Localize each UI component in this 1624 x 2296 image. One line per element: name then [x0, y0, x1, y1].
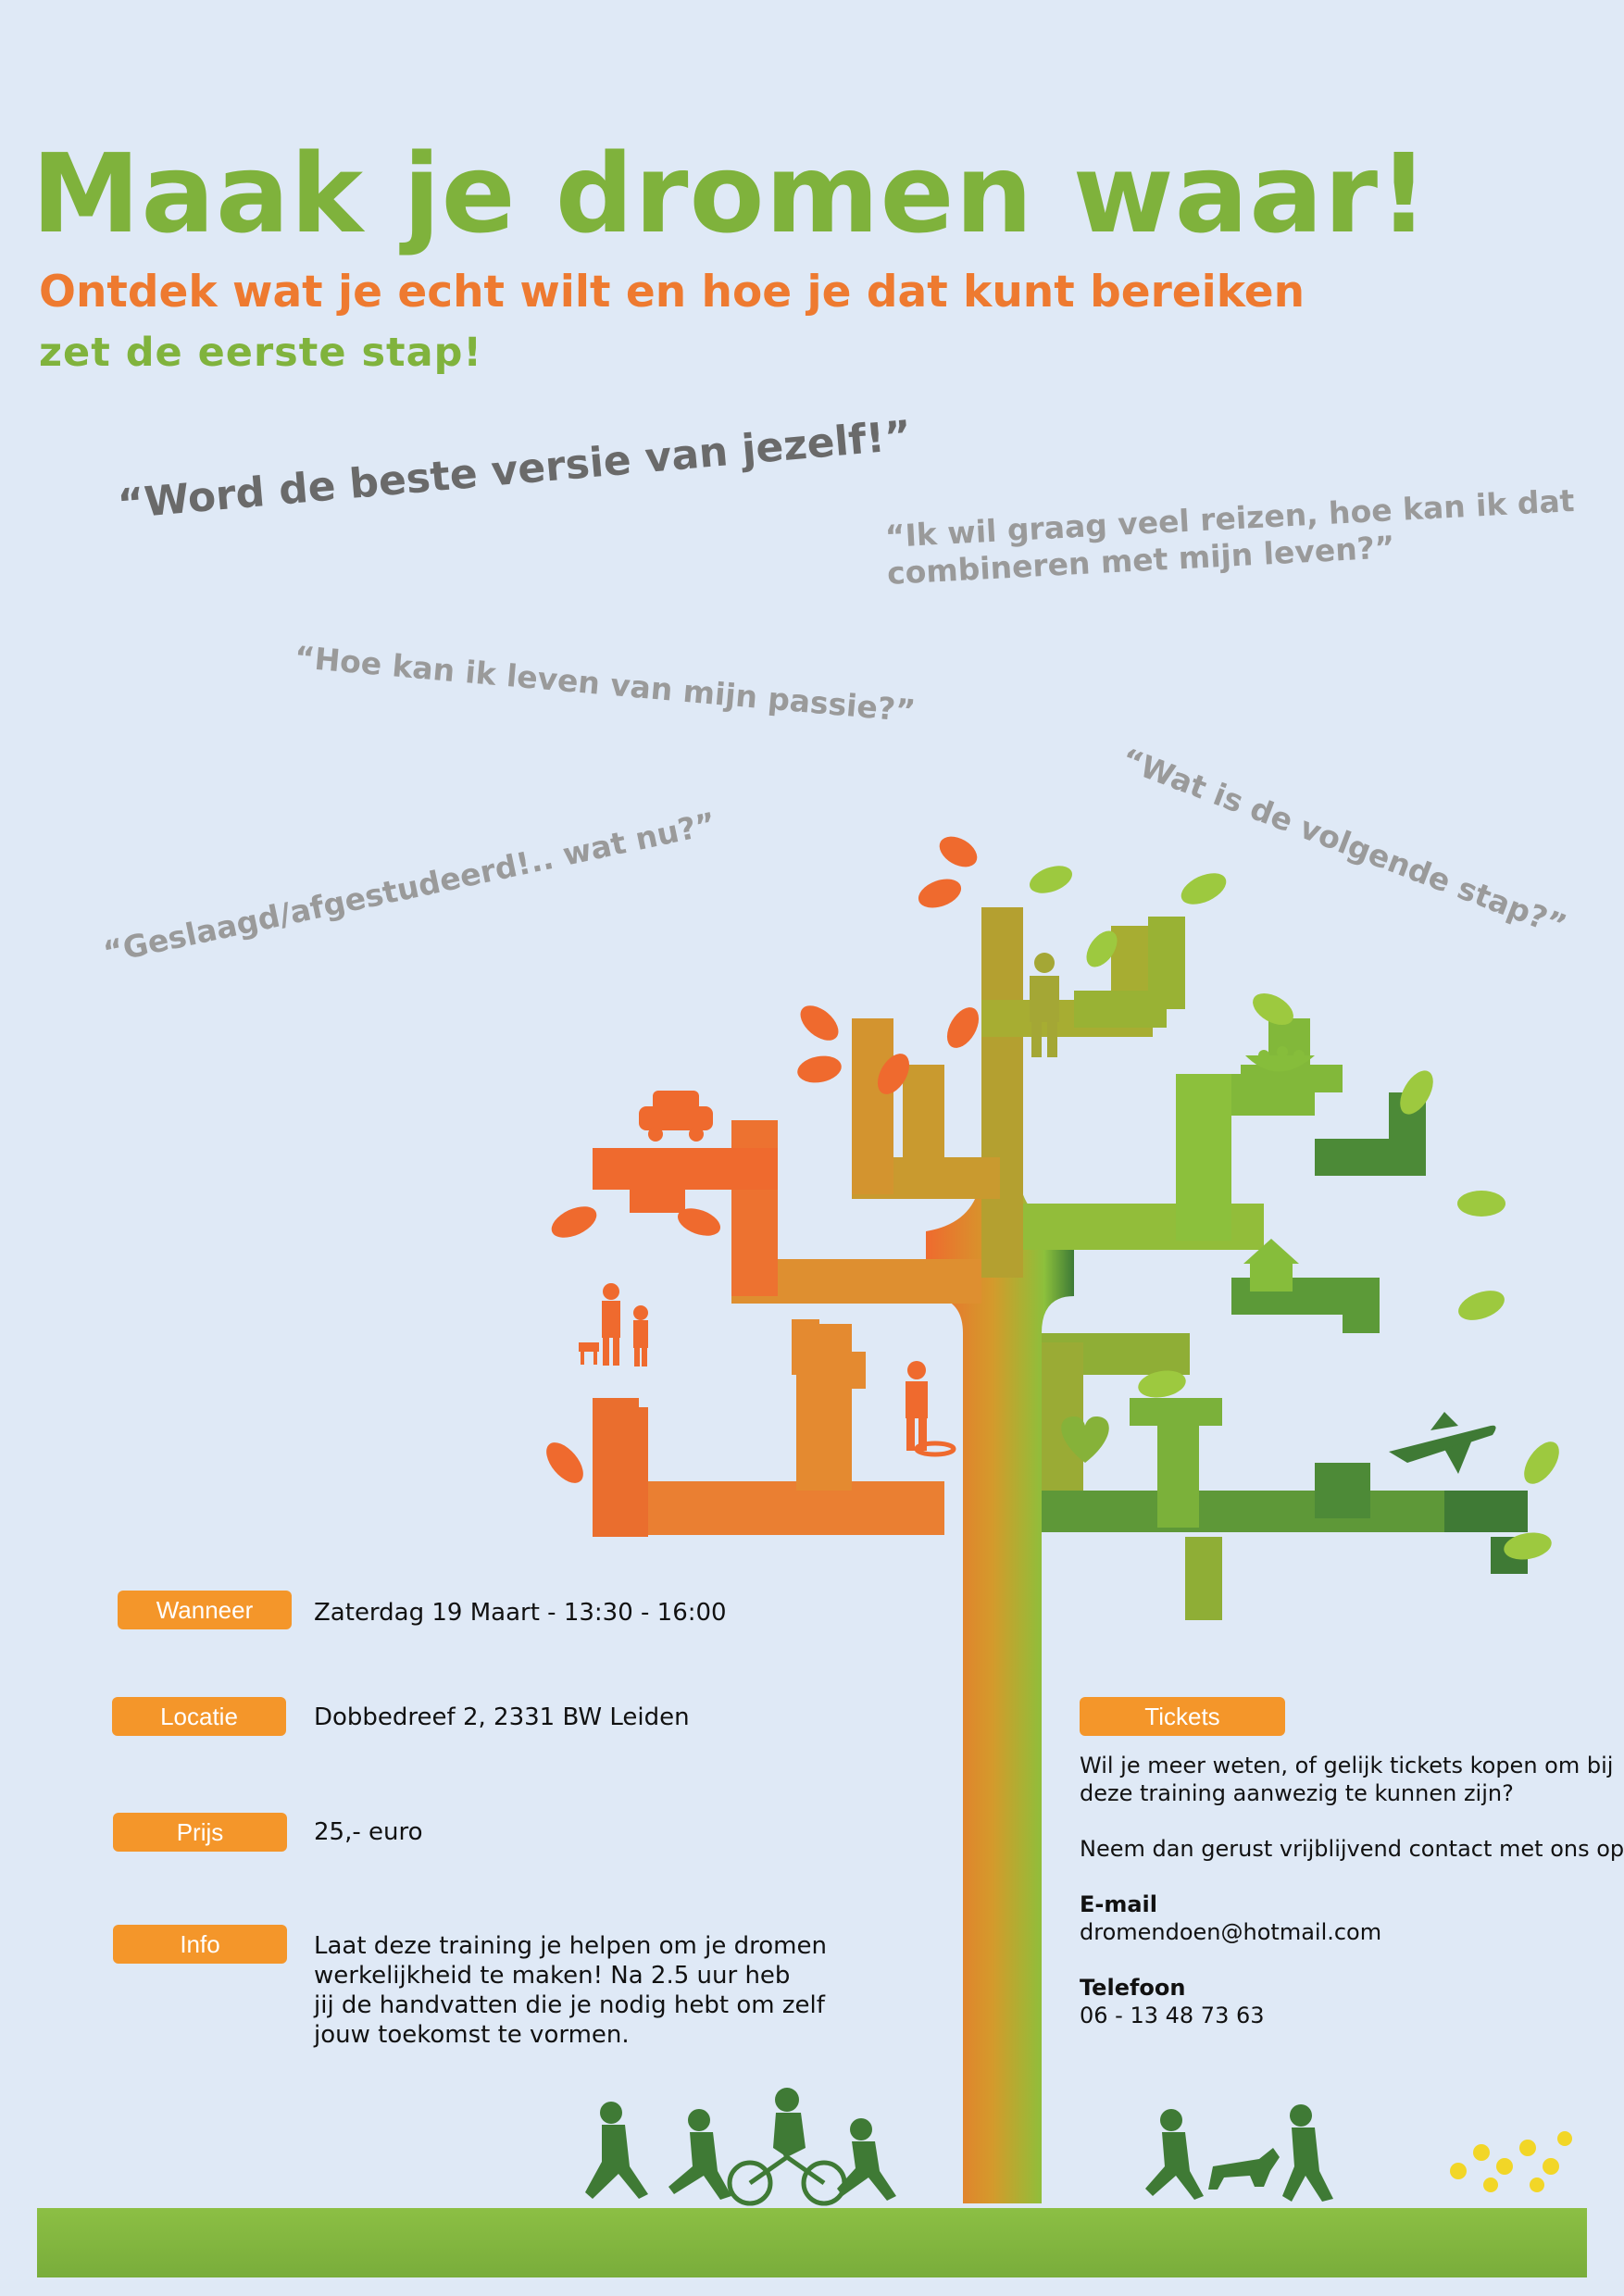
house-icon: [1243, 1239, 1299, 1292]
branch-car-vertical: [731, 1120, 778, 1296]
price-value: 25,- euro: [314, 1818, 423, 1846]
info-line-1: Laat deze training je helpen om je drome…: [314, 1932, 827, 1960]
location-value: Dobbedreef 2, 2331 BW Leiden: [314, 1703, 690, 1731]
branch-lower-left: [593, 1481, 944, 1535]
branch-lower-left-2-cap2: [838, 1352, 866, 1389]
tickets-label: Tickets: [1080, 1697, 1285, 1736]
info-label: Info: [113, 1925, 287, 1964]
tickets-line-1: Wil je meer weten, of gelijk tickets kop…: [1080, 1753, 1614, 1778]
branch-right-mid-v: [1176, 1074, 1231, 1241]
branch-lower-left-cap: [593, 1398, 639, 1426]
branch-right-plane: [1315, 1463, 1370, 1518]
branch-upper-mid-2cap: [903, 1065, 944, 1176]
phone-value[interactable]: 06 - 13 48 73 63: [1080, 2003, 1265, 2028]
cyclist-icon: [773, 2088, 806, 2157]
branch-car-top-stub: [593, 1148, 630, 1176]
nest-icon: [1245, 1046, 1315, 1072]
branch-right-low-drop: [1185, 1537, 1222, 1620]
dog-icon: [1208, 2148, 1280, 2190]
info-line-4: jouw toekomst te vormen.: [314, 2021, 630, 2049]
branch-right-low-2: [1042, 1491, 1523, 1532]
when-value: Zaterdag 19 Maart - 13:30 - 16:00: [314, 1599, 727, 1627]
businessman-icon: [1030, 953, 1059, 1057]
tickets-line-3: Neem dan gerust vrijblijvend contact met…: [1080, 1836, 1624, 1862]
page-title: Maak je dromen waar!: [31, 130, 1430, 257]
branch-right-low-2cap: [1130, 1398, 1222, 1426]
branch-upper-right-v: [1148, 917, 1185, 1009]
flowers-icon: [1450, 2131, 1572, 2192]
branch-right-low-2v: [1157, 1407, 1199, 1528]
branch-lower-left-2-cap: [792, 1319, 819, 1375]
subtitle-line-2: zet de eerste stap!: [39, 330, 483, 376]
grass-ground: [37, 2208, 1587, 2277]
branch-right-plane-2: [1444, 1491, 1528, 1532]
subtitle-line-1: Ontdek wat je echt wilt en hoe je dat ku…: [39, 267, 1305, 318]
branch-upper-mid: [981, 907, 1023, 1278]
car-icon: [639, 1091, 713, 1142]
firefighter-icon: [906, 1361, 956, 1457]
branch-car-knob: [630, 1185, 685, 1213]
family-icon: [579, 1283, 648, 1366]
when-label: Wanneer: [118, 1591, 292, 1629]
branch-upper-mid-2v: [852, 1018, 893, 1194]
leaf-icons: [546, 836, 1559, 1560]
children-silhouette-icon: [585, 2102, 1333, 2202]
price-label: Prijs: [113, 1813, 287, 1852]
email-value[interactable]: dromendoen@hotmail.com: [1080, 1919, 1382, 1945]
info-line-3: jij de handvatten die je nodig hebt om z…: [314, 1991, 825, 2019]
info-description: Laat deze training je helpen om je drome…: [314, 1931, 832, 2050]
branch-lower-left-stem: [593, 1407, 648, 1537]
info-line-2: werkelijkheid te maken! Na 2.5 uur heb: [314, 1962, 791, 1990]
heart-icon: [1061, 1416, 1109, 1463]
phone-label: Telefoon: [1080, 1975, 1186, 2001]
email-label: E-mail: [1080, 1891, 1158, 1917]
airplane-icon: [1389, 1412, 1496, 1474]
tickets-info: Wil je meer weten, of gelijk tickets kop…: [1080, 1752, 1624, 2029]
location-label: Locatie: [112, 1697, 286, 1736]
branch-right-house-v: [1343, 1278, 1380, 1333]
tickets-line-2: deze training aanwezig te kunnen zijn?: [1080, 1780, 1514, 1806]
